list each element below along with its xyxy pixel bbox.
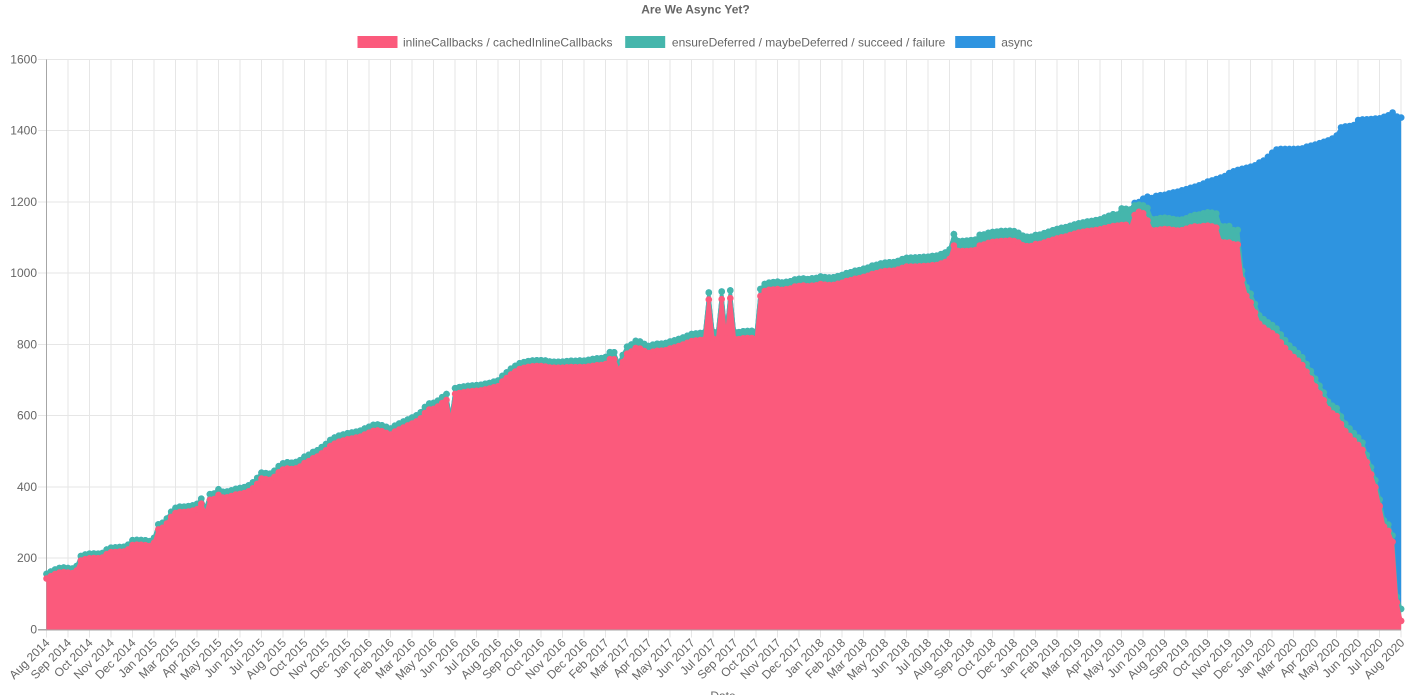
- svg-text:1600: 1600: [10, 52, 37, 66]
- svg-text:ensureDeferred / maybeDeferred: ensureDeferred / maybeDeferred / succeed…: [672, 36, 946, 50]
- svg-text:async: async: [1001, 36, 1032, 50]
- svg-text:200: 200: [17, 551, 37, 565]
- svg-text:inlineCallbacks / cachedInline: inlineCallbacks / cachedInlineCallbacks: [403, 36, 612, 50]
- svg-text:400: 400: [17, 480, 37, 494]
- svg-text:600: 600: [17, 409, 37, 423]
- svg-text:Are We Async Yet?: Are We Async Yet?: [641, 3, 750, 17]
- svg-text:1400: 1400: [10, 124, 37, 138]
- svg-text:800: 800: [17, 337, 37, 351]
- svg-text:0: 0: [30, 623, 37, 637]
- svg-text:1000: 1000: [10, 266, 37, 280]
- svg-text:Date: Date: [710, 689, 736, 695]
- svg-text:1200: 1200: [10, 195, 37, 209]
